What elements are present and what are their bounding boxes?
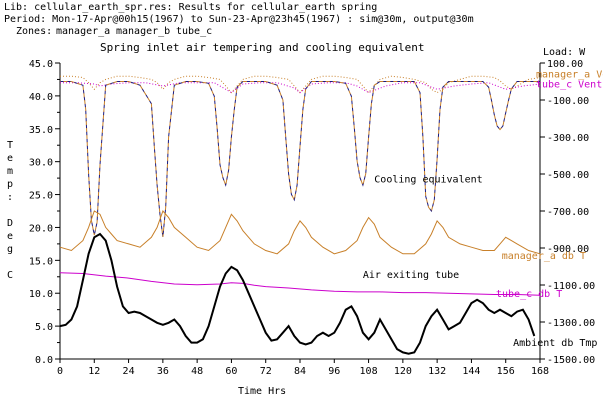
- y-axis-label-char: C: [7, 270, 13, 281]
- labels-group: Cooling equivalent Air exiting tube manage…: [363, 70, 603, 349]
- y2-tick-label: -1500.00: [547, 355, 595, 366]
- x-tick-label: 144: [462, 366, 480, 377]
- zones-label: Zones:: [16, 26, 53, 37]
- x-tick-label: 168: [531, 366, 549, 377]
- y2-axis-label: Load: W: [543, 47, 586, 58]
- x-tick-label: 84: [294, 366, 306, 377]
- y-tick-label: 40.0: [29, 92, 53, 103]
- x-tick-label: 12: [88, 366, 100, 377]
- series-manager-a-db-t: [59, 210, 541, 255]
- x-tick-label: 72: [260, 366, 272, 377]
- y-tick-label: 20.0: [29, 223, 53, 234]
- y-axis-label-char: T: [7, 140, 13, 151]
- period-line: Period: Mon-17-Apr@00h15(1967) to Sun-23…: [4, 14, 474, 25]
- x-axis-label: Time Hrs: [238, 386, 286, 397]
- y-tick-label: 15.0: [29, 256, 53, 267]
- series-group: [59, 75, 541, 355]
- zone-manager-b: manager_b: [116, 26, 171, 37]
- x-tick-label: 96: [328, 366, 340, 377]
- x-tick-label: 156: [497, 366, 515, 377]
- annotation: Air exiting tube: [363, 270, 459, 281]
- series-label: manager_a Vent: [536, 70, 603, 81]
- y-axis-label-char: p: [7, 179, 13, 190]
- x-tick-label: 48: [191, 366, 203, 377]
- y-axis-label-char: :: [7, 192, 13, 203]
- y2-tick-label: -300.00: [547, 133, 589, 144]
- axes: 0 12 24 36 48 60 72 84 96 108 120 132 144 156 168 0.0 5.…: [29, 59, 595, 377]
- series-manager-a-vent: [60, 75, 541, 94]
- annotation: Cooling equivalent: [374, 175, 482, 186]
- x-tick-label: 24: [123, 366, 135, 377]
- y-tick-label: 30.0: [29, 158, 53, 169]
- y-tick-label: 35.0: [29, 125, 53, 136]
- y2-tick-label: 100.00: [547, 59, 583, 70]
- y-axis-label-char: m: [7, 166, 13, 177]
- x-tick-label: 60: [225, 366, 237, 377]
- y-axis-label-char: D: [7, 218, 13, 229]
- y-tick-label: 10.0: [29, 289, 53, 300]
- y2-tick-label: -700.00: [547, 207, 589, 218]
- lib-line: Lib: cellular_earth_spr.res: Results for…: [4, 2, 378, 13]
- series-tube-c-db-t: [59, 272, 541, 296]
- y-tick-label: 45.0: [29, 59, 53, 70]
- chart-title: Spring inlet air tempering and cooling e…: [100, 41, 425, 54]
- x-tick-label: 108: [360, 366, 378, 377]
- x-tick-label: 120: [394, 366, 412, 377]
- y2-tick-label: -500.00: [547, 170, 589, 181]
- y2-tick-label: -1300.00: [547, 318, 595, 329]
- y2-tick-label: -900.00: [547, 244, 589, 255]
- y-tick-label: 5.0: [35, 322, 53, 333]
- series-label: manager_a db T: [502, 251, 586, 262]
- zone-tube-c: tube_c: [176, 26, 213, 37]
- y-axis-label-char: g: [7, 244, 13, 255]
- y-tick-label: 25.0: [29, 191, 53, 202]
- series-label: Ambient db Tmp: [513, 338, 597, 349]
- x-tick-label: 0: [57, 366, 63, 377]
- series-label: tube_c Vent: [536, 79, 602, 90]
- series-ambient-db-tmp: [59, 232, 536, 355]
- series-cooling-equivalent: [60, 81, 540, 237]
- y-axis-label-char: e: [7, 153, 13, 164]
- series-cooling-equivalent-alt: [60, 81, 540, 237]
- series-label: tube_c db T: [496, 289, 562, 300]
- y-tick-label: 0.0: [35, 355, 53, 366]
- y2-tick-label: -100.00: [547, 96, 589, 107]
- x-tick-label: 36: [157, 366, 169, 377]
- y-axis-label-char: e: [7, 231, 13, 242]
- zone-manager-a: manager_a: [56, 26, 111, 37]
- series-tube-c-vent: [60, 82, 541, 94]
- y2-tick-label: -1100.00: [547, 281, 595, 292]
- x-tick-label: 132: [428, 366, 446, 377]
